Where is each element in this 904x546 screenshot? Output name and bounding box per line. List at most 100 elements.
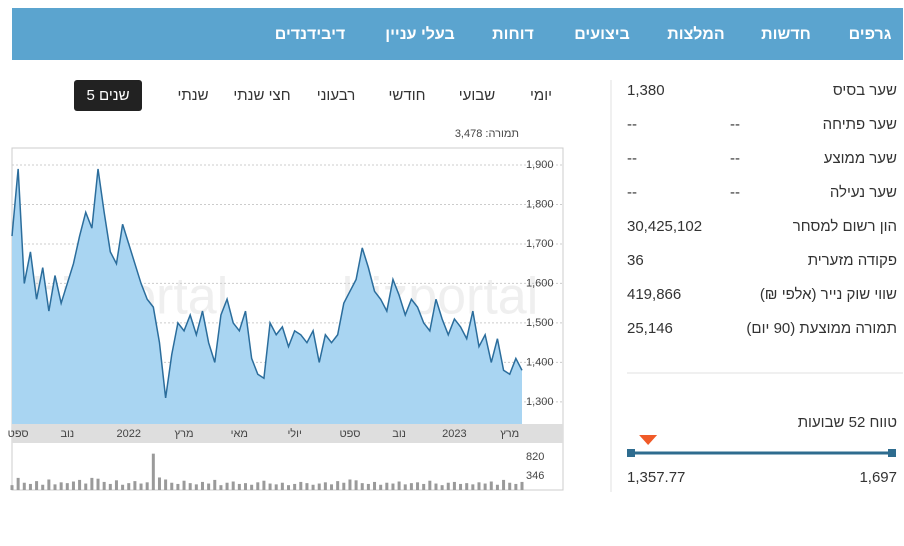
volume-bar	[108, 483, 112, 490]
volume-bar	[477, 482, 481, 490]
volume-bar	[514, 483, 518, 490]
nav-tab[interactable]: בעלי עניין	[385, 25, 455, 43]
volume-bar	[71, 481, 75, 490]
volume-bar	[59, 482, 63, 490]
volume-bar	[16, 477, 20, 490]
volume-bar	[65, 483, 69, 490]
volume-tick-label: 346	[526, 470, 544, 482]
y-tick-label: 1,700	[526, 238, 554, 250]
volume-bar	[305, 483, 309, 490]
y-tick-label: 1,500	[526, 317, 554, 329]
volume-bar	[225, 482, 229, 490]
volume-bar	[114, 480, 118, 490]
volume-bar	[194, 484, 198, 490]
x-tick-label: נוב	[60, 428, 74, 440]
period-button[interactable]: 5 שנים	[86, 87, 129, 104]
volume-bar	[231, 481, 235, 490]
volume-bar	[10, 485, 14, 490]
volume-bar	[170, 482, 174, 490]
volume-bar	[452, 481, 456, 490]
y-tick-label: 1,300	[526, 396, 554, 408]
volume-bar	[489, 481, 493, 490]
volume-bar	[78, 479, 82, 490]
volume-bar	[274, 484, 278, 490]
stat-extra: --	[730, 184, 740, 201]
period-button[interactable]: רבעוני	[317, 87, 356, 104]
stat-value: --	[627, 150, 637, 167]
stat-label: שער פתיחה	[823, 116, 897, 133]
nav-tab[interactable]: חדשות	[761, 26, 811, 43]
volume-bar	[35, 481, 39, 490]
turnover-label: תמורה: 3,478	[455, 128, 519, 140]
volume-bar	[471, 484, 475, 490]
x-tick-label: 2023	[442, 428, 466, 440]
period-button[interactable]: חצי שנתי	[233, 87, 290, 104]
volume-bar	[373, 481, 377, 490]
range-title: טווח 52 שבועות	[798, 414, 897, 431]
x-tick-label: 2022	[117, 428, 141, 440]
x-tick-label: יולי	[287, 427, 301, 440]
stat-label: פקודה מזערית	[808, 252, 897, 269]
volume-bar	[483, 483, 487, 490]
volume-bar	[47, 479, 51, 490]
volume-bar	[151, 453, 155, 490]
volume-bar	[145, 482, 149, 490]
price-line	[11, 168, 523, 399]
volume-bar	[96, 478, 100, 490]
nav-tab[interactable]: גרפים	[849, 26, 892, 43]
volume-bar	[207, 483, 211, 490]
nav-tab[interactable]: דוחות	[492, 26, 534, 43]
volume-bar	[41, 484, 45, 490]
nav-tab[interactable]: דיבידנדים	[275, 26, 345, 43]
volume-bar	[22, 482, 26, 490]
x-axis-band	[12, 424, 563, 443]
range-high: 1,697	[859, 469, 897, 486]
volume-bar	[182, 480, 186, 490]
volume-bar	[213, 479, 217, 490]
volume-bar	[280, 482, 284, 490]
volume-bar	[293, 483, 297, 490]
x-tick-label: ספט	[339, 428, 360, 440]
stat-value: --	[627, 184, 637, 201]
volume-bar	[121, 484, 125, 490]
stat-value: 30,425,102	[627, 218, 702, 235]
stat-label: שער נעילה	[830, 184, 897, 201]
range-end	[627, 449, 635, 457]
volume-bar	[409, 483, 413, 490]
nav-tab[interactable]: המלצות	[667, 25, 724, 43]
volume-bar	[139, 483, 143, 490]
period-button[interactable]: חודשי	[389, 87, 426, 104]
stat-value: 419,866	[627, 286, 681, 303]
y-tick-label: 1,800	[526, 198, 554, 210]
volume-bar	[90, 477, 94, 490]
volume-bar	[287, 485, 291, 490]
period-button[interactable]: שנתי	[177, 87, 208, 104]
volume-bar	[157, 477, 161, 490]
volume-bar	[434, 483, 438, 490]
y-tick-label: 1,400	[526, 356, 554, 368]
volume-bar	[219, 485, 223, 490]
stat-value: 25,146	[627, 320, 673, 337]
x-tick-label: מרץ	[500, 428, 519, 440]
volume-tick-label: 820	[526, 451, 544, 463]
volume-bar	[336, 481, 340, 490]
period-button[interactable]: שבועי	[459, 87, 495, 104]
volume-bar	[366, 483, 370, 490]
period-button[interactable]: יומי	[530, 87, 552, 104]
area-fill	[12, 168, 522, 424]
volume-bar	[403, 484, 407, 490]
y-tick-label: 1,600	[526, 277, 554, 289]
volume-bar	[459, 483, 463, 490]
range-marker	[639, 435, 658, 445]
volume-bar	[176, 483, 180, 490]
range-low: 1,357.77	[627, 469, 685, 486]
volume-bar	[385, 482, 389, 490]
volume-bar	[422, 483, 426, 490]
volume-bar	[502, 479, 506, 490]
nav-tab[interactable]: ביצועים	[574, 26, 630, 43]
volume-bar	[84, 483, 88, 490]
volume-bar	[416, 482, 420, 490]
volume-bar	[268, 483, 272, 490]
volume-bar	[237, 483, 241, 490]
